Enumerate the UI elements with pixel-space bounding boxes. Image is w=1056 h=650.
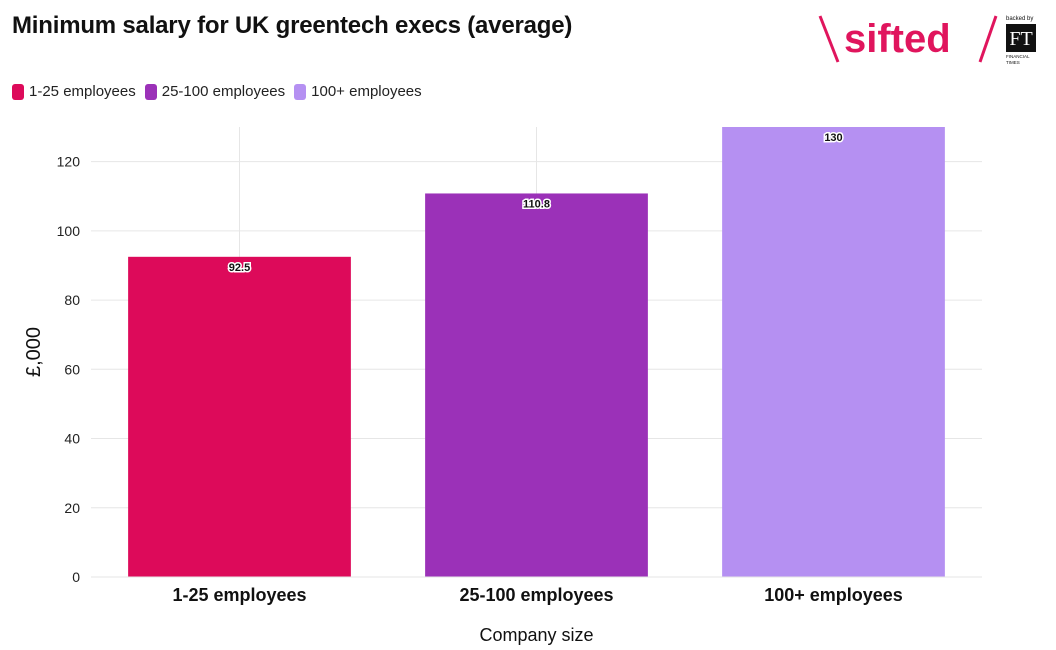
ft-logo-line1: FINANCIAL xyxy=(1006,54,1030,59)
logo-backed-by: backed by xyxy=(1006,16,1033,22)
logo-slash-right xyxy=(978,15,998,63)
x-tick-label: 1-25 employees xyxy=(172,585,306,605)
x-tick-label: 100+ employees xyxy=(764,585,903,605)
logo-slash-left xyxy=(818,15,840,63)
bar[interactable] xyxy=(128,256,351,577)
legend: 1-25 employees 25-100 employees 100+ emp… xyxy=(12,83,431,100)
legend-label: 25-100 employees xyxy=(161,83,286,100)
bar-value-label: 110.8 xyxy=(523,198,550,210)
logo-brand: sifted xyxy=(844,17,951,61)
bar-value-label: 130 xyxy=(824,132,842,144)
y-axis-title: £,000 xyxy=(23,327,45,377)
y-tick-label: 0 xyxy=(72,569,80,585)
legend-swatch xyxy=(144,83,157,100)
legend-item[interactable]: 100+ employees xyxy=(294,83,422,100)
legend-swatch xyxy=(12,83,24,100)
x-tick-label: 25-100 employees xyxy=(459,585,613,605)
chart-title: Minimum salary for UK greentech execs (a… xyxy=(12,12,573,39)
y-tick-label: 20 xyxy=(64,500,80,516)
legend-label: 100+ employees xyxy=(311,83,422,100)
x-axis-title: Company size xyxy=(479,625,593,645)
y-tick-label: 60 xyxy=(64,361,80,377)
legend-item[interactable]: 25-100 employees xyxy=(144,83,286,100)
bar-value-label: 92.5 xyxy=(229,262,250,274)
ft-logo-box xyxy=(1006,24,1036,52)
legend-label: 1-25 employees xyxy=(29,83,136,100)
y-tick-label: 40 xyxy=(64,431,80,447)
y-tick-label: 100 xyxy=(57,223,81,239)
bar[interactable] xyxy=(722,127,945,577)
legend-swatch xyxy=(294,83,307,100)
ft-logo-line2: TIMES xyxy=(1006,60,1020,65)
y-tick-label: 80 xyxy=(64,292,80,308)
sifted-ft-logo: sifted backed by FT FINANCIAL TIMES xyxy=(818,15,1036,65)
legend-item[interactable]: 1-25 employees xyxy=(12,83,136,100)
bar[interactable] xyxy=(425,193,648,577)
ft-logo-text: FT xyxy=(1009,28,1032,50)
y-tick-label: 120 xyxy=(57,154,81,170)
